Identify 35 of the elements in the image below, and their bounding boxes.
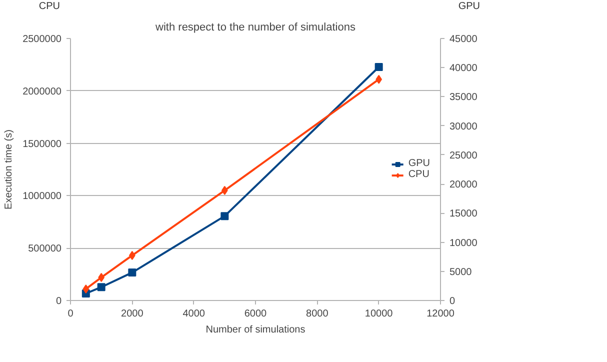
y2-tick-label: 45000 <box>450 34 478 45</box>
point <box>82 284 90 294</box>
y-axis-title: Execution time (s) <box>4 129 15 210</box>
legend-label: GPU <box>408 158 430 169</box>
y-tick-label: 2500000 <box>22 34 62 45</box>
y2-tick-label: 20000 <box>450 180 478 191</box>
x-tick-label: 12000 <box>426 308 455 320</box>
y-tick-label: 2000000 <box>22 86 62 98</box>
y2-tick-label: 40000 <box>450 63 478 74</box>
y2-tick-label: 35000 <box>450 92 478 104</box>
y-tick-label: 1000000 <box>22 191 62 202</box>
y2-tick-label: 15000 <box>450 208 478 220</box>
x-tick-label: 8000 <box>306 308 329 320</box>
y2-tick-label: 10000 <box>450 238 478 249</box>
y2-tick-label: 5000 <box>450 266 472 278</box>
legend-label: CPU <box>408 169 430 180</box>
x-tick-label: 0 <box>68 308 74 320</box>
point <box>128 268 136 277</box>
y-tick-label: 1500000 <box>22 138 62 150</box>
text: GPU <box>458 0 480 14</box>
chart-title: with respect to the number of simulations <box>154 22 356 34</box>
point <box>374 63 383 72</box>
x-tick-label: 2000 <box>121 308 144 320</box>
y2-tick-label: 30000 <box>450 121 478 132</box>
point <box>97 283 106 292</box>
x-tick-label: 10000 <box>364 308 394 320</box>
text: CPU <box>38 0 60 14</box>
y-tick-label: 0 <box>56 296 62 307</box>
y2-tick-label: 25000 <box>450 150 478 162</box>
x-axis-title: Number of simulations <box>206 324 306 336</box>
y-tick-label: 500000 <box>28 244 62 255</box>
x-tick-label: 6000 <box>244 308 268 320</box>
y2-tick-label: 0 <box>450 296 456 307</box>
x-tick-label: 4000 <box>182 308 206 320</box>
point <box>220 212 229 220</box>
